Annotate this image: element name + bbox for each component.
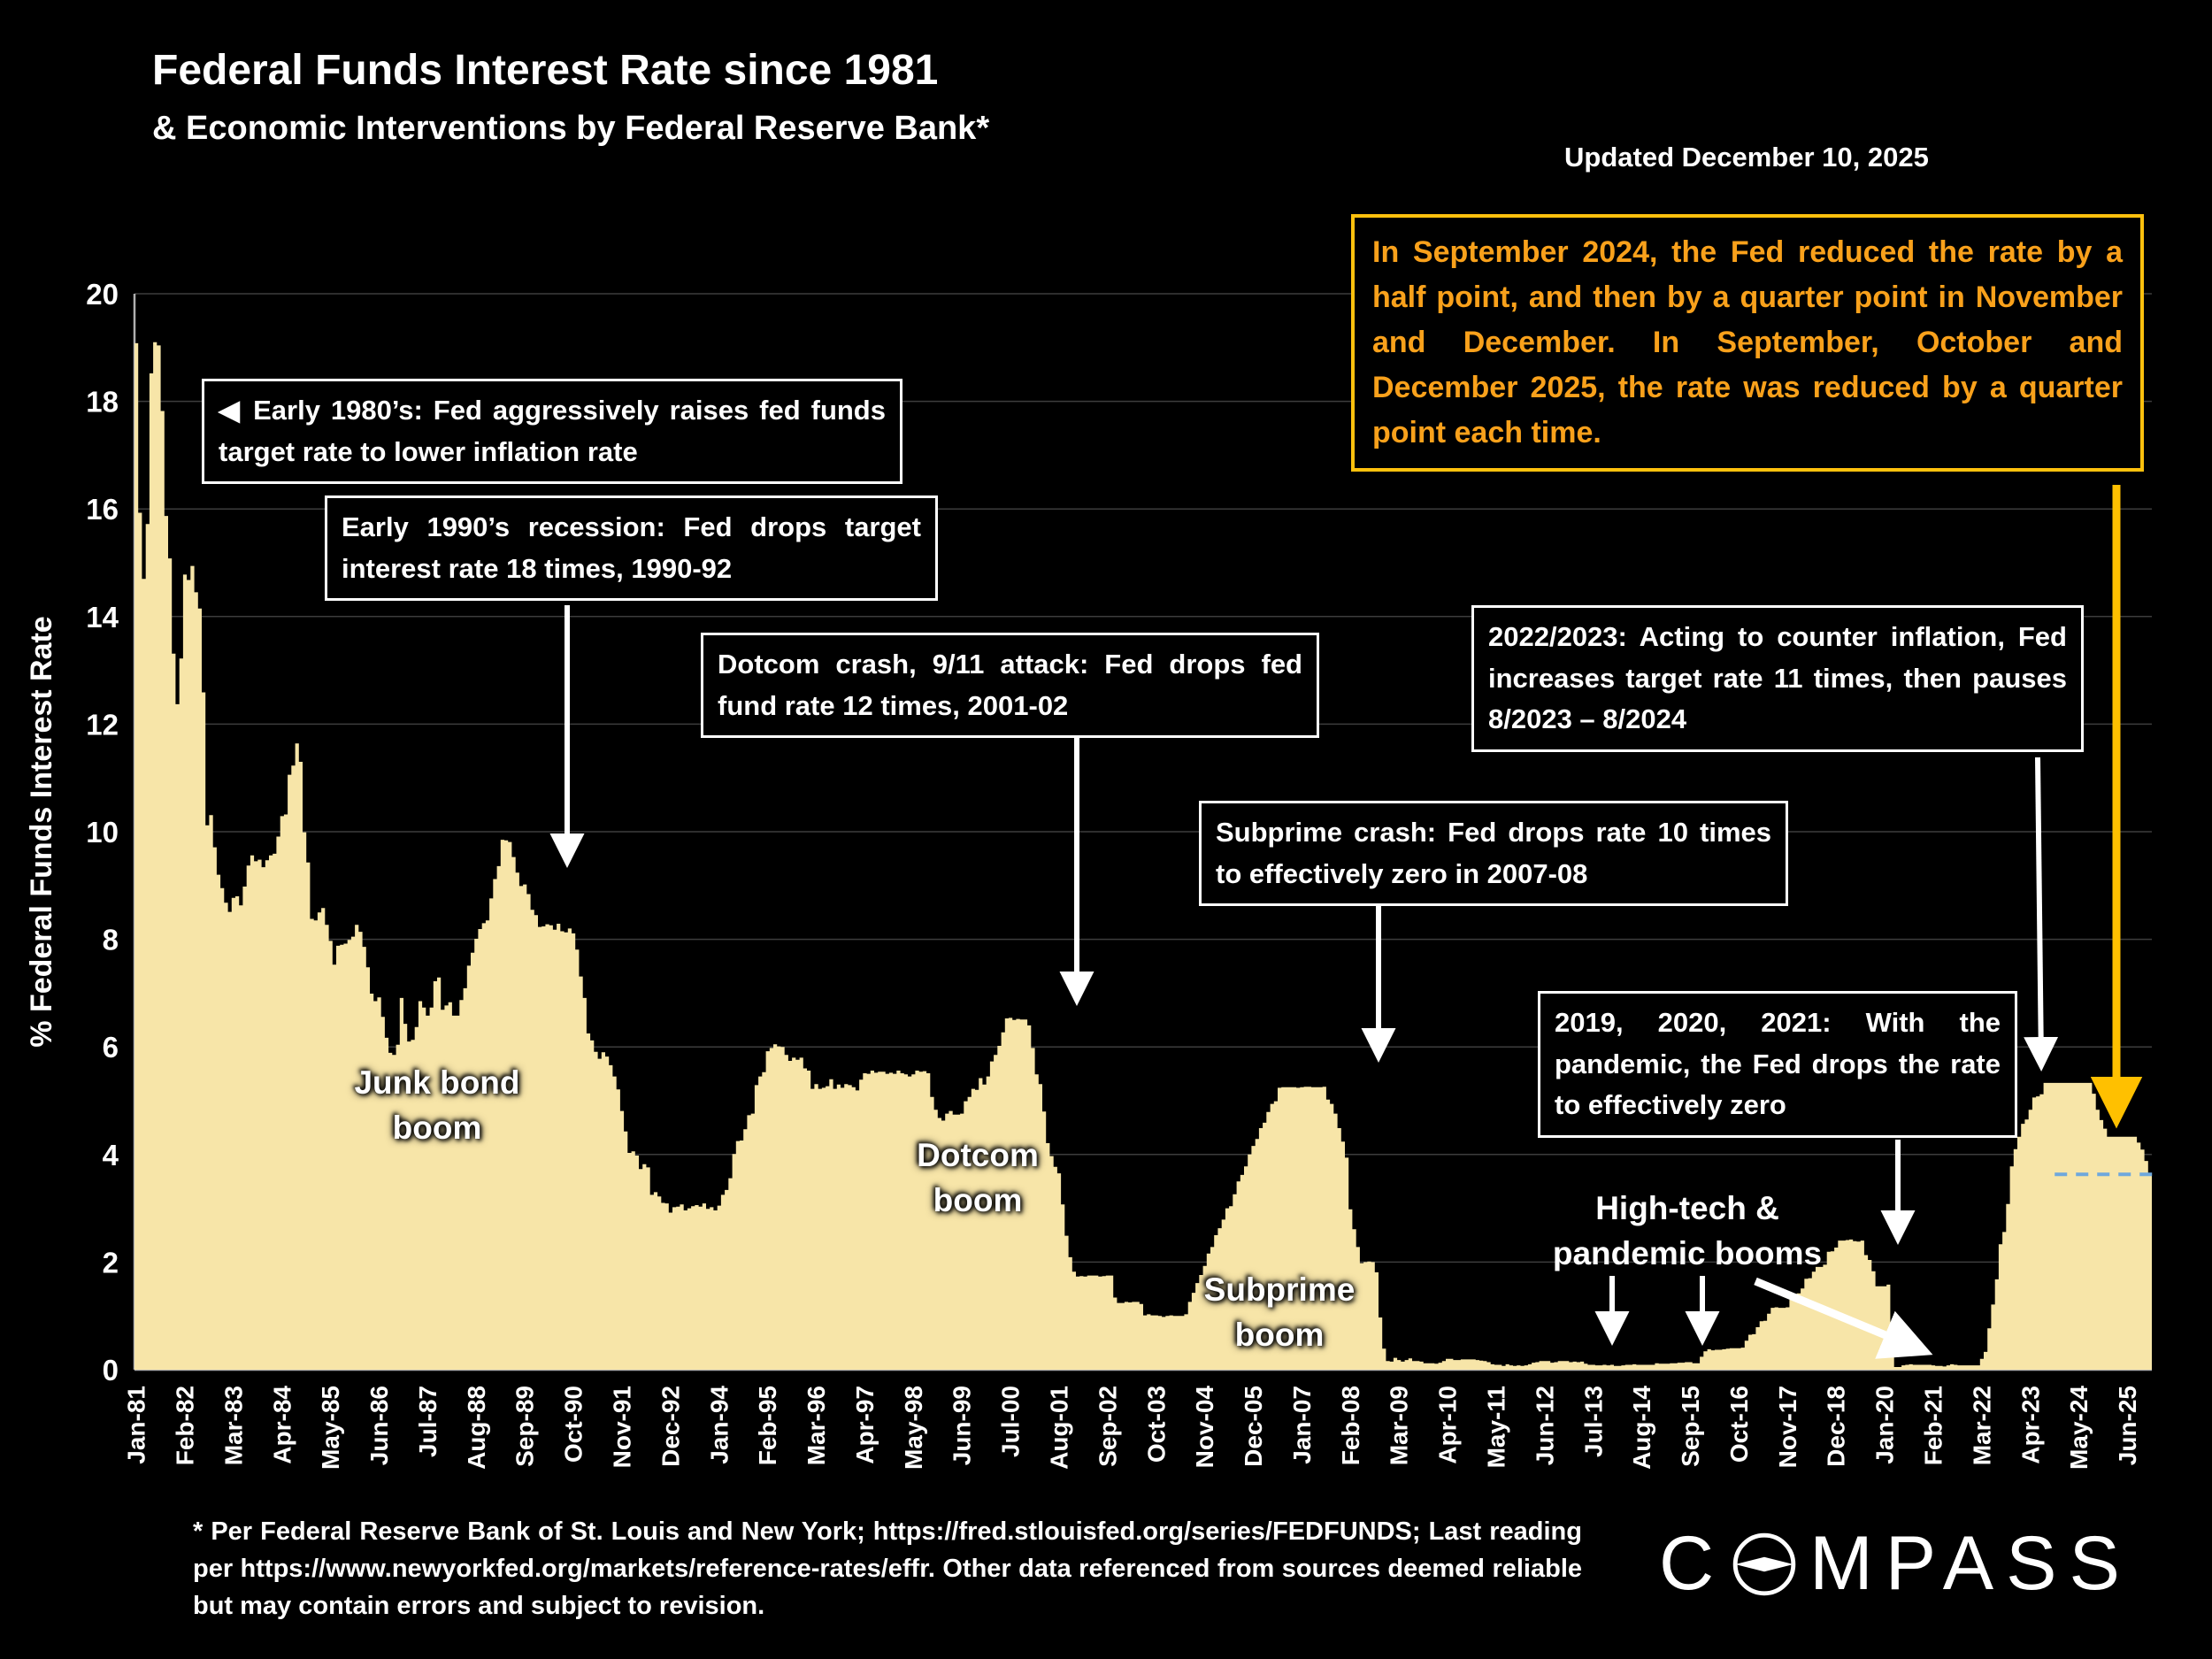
x-tick-label: Jun-99 [949,1386,976,1465]
y-tick-label: 8 [103,924,119,956]
x-tick-label: Aug-01 [1046,1386,1073,1470]
x-tick-label: Jul-13 [1579,1386,1607,1457]
y-tick-label: 10 [86,816,119,849]
y-tick-label: 2 [103,1246,119,1279]
x-tick-label: Apr-84 [268,1386,296,1464]
annotation-pandemic-zero-rate: 2019, 2020, 2021: With the pandemic, the… [1538,991,2017,1138]
x-tick-label: Sep-15 [1677,1386,1704,1467]
x-tick-label: Aug-14 [1628,1386,1655,1470]
x-tick-label: Dec-05 [1240,1386,1267,1467]
x-tick-label: Apr-97 [851,1386,879,1464]
annotation-early-1990s-recession: Early 1990’s recession: Fed drops target… [325,495,938,601]
subprime-boom-label: Subprime boom [1203,1271,1356,1354]
x-tick-label: Feb-95 [754,1386,781,1465]
x-tick-label: Sep-02 [1094,1386,1121,1467]
x-tick-label: Nov-17 [1774,1386,1801,1468]
x-tick-label: Oct-16 [1725,1386,1753,1463]
annotation-subprime-crash: Subprime crash: Fed drops rate 10 times … [1199,801,1788,906]
y-tick-label: 14 [86,601,119,634]
junk-bond-boom-label: Junk bond boom [354,1064,520,1147]
x-tick-label: Mar-09 [1386,1386,1413,1465]
x-tick-label: May-24 [2065,1386,2093,1470]
x-tick-label: Feb-08 [1337,1386,1364,1465]
y-tick-label: 12 [86,708,119,741]
annotation-arrow [1754,1277,1933,1359]
x-tick-label: Jan-94 [705,1386,733,1464]
annotation-early-1980s: ◀ Early 1980’s: Fed aggressively raises … [202,379,902,484]
x-tick-label: Mar-83 [219,1386,247,1465]
x-tick-label: Jun-86 [365,1386,393,1465]
x-tick-label: Apr-23 [2016,1386,2044,1464]
y-tick-label: 0 [103,1354,119,1386]
x-tick-label: Feb-82 [172,1386,199,1465]
y-axis-title: % Federal Funds Interest Rate [25,616,58,1047]
hightech-pandemic-booms-label: High-tech & pandemic booms [1552,1190,1823,1272]
page-subtitle: & Economic Interventions by Federal Rese… [152,110,990,147]
x-tick-label: Jan-81 [123,1386,150,1464]
x-tick-label: Dec-92 [657,1386,684,1467]
x-tick-label: Jun-25 [2114,1386,2141,1465]
x-tick-label: Jul-87 [414,1386,442,1457]
page-title: Federal Funds Interest Rate since 1981 [152,47,939,94]
compass-logo: C MPASS [1659,1520,2132,1608]
x-tick-label: Nov-91 [609,1386,636,1468]
x-tick-label: Oct-03 [1142,1386,1170,1463]
x-tick-label: Oct-90 [560,1386,588,1463]
logo-text-mpass: MPASS [1809,1521,2132,1606]
x-tick-label: Jun-12 [1531,1386,1558,1465]
callout-2024-2025-rate-cuts: In September 2024, the Fed reduced the r… [1351,214,2144,472]
x-tick-label: May-98 [900,1386,927,1470]
y-tick-label: 4 [103,1139,119,1171]
footer-disclaimer: * Per Federal Reserve Bank of St. Louis … [193,1517,1582,1621]
x-tick-label: Nov-04 [1191,1386,1218,1469]
x-tick-label: Dec-18 [1823,1386,1850,1467]
x-tick-label: Mar-96 [803,1386,830,1465]
x-tick-label: Jan-07 [1288,1386,1316,1464]
y-tick-label: 20 [86,278,119,311]
x-tick-label: Mar-22 [1968,1386,1995,1465]
logo-text-c: C [1659,1521,1727,1606]
fed-funds-rate-area [134,342,2152,1371]
x-tick-label: Apr-10 [1434,1386,1462,1464]
x-tick-label: Jan-20 [1871,1386,1899,1464]
dotcom-boom-label: Dotcom boom [917,1137,1039,1219]
annotation-dotcom-crash: Dotcom crash, 9/11 attack: Fed drops fed… [701,633,1319,738]
x-tick-label: Jul-00 [997,1386,1025,1457]
compass-icon [1732,1532,1796,1595]
annotation-2022-2023-inflation: 2022/2023: Acting to counter inflation, … [1471,605,2084,752]
y-tick-label: 6 [103,1031,119,1064]
x-tick-label: May-11 [1483,1386,1510,1468]
y-tick-label: 16 [86,493,119,526]
x-tick-label: Aug-88 [463,1386,490,1470]
annotation-arrow [2024,757,2059,1071]
x-tick-label: Sep-89 [511,1386,539,1467]
updated-date: Updated December 10, 2025 [1564,142,1929,173]
x-tick-label: Feb-21 [1920,1386,1947,1465]
y-tick-label: 18 [86,386,119,419]
x-tick-label: May-85 [317,1386,344,1470]
